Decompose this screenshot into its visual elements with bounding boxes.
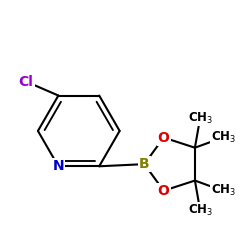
Text: CH$_3$: CH$_3$ — [211, 130, 236, 145]
Text: N: N — [52, 159, 64, 173]
Text: CH$_3$: CH$_3$ — [188, 203, 213, 218]
Text: Cl: Cl — [19, 74, 34, 88]
Text: CH$_3$: CH$_3$ — [211, 183, 236, 198]
Text: B: B — [139, 157, 150, 171]
Text: O: O — [158, 184, 170, 198]
Text: CH$_3$: CH$_3$ — [188, 110, 213, 126]
Text: O: O — [158, 130, 170, 144]
